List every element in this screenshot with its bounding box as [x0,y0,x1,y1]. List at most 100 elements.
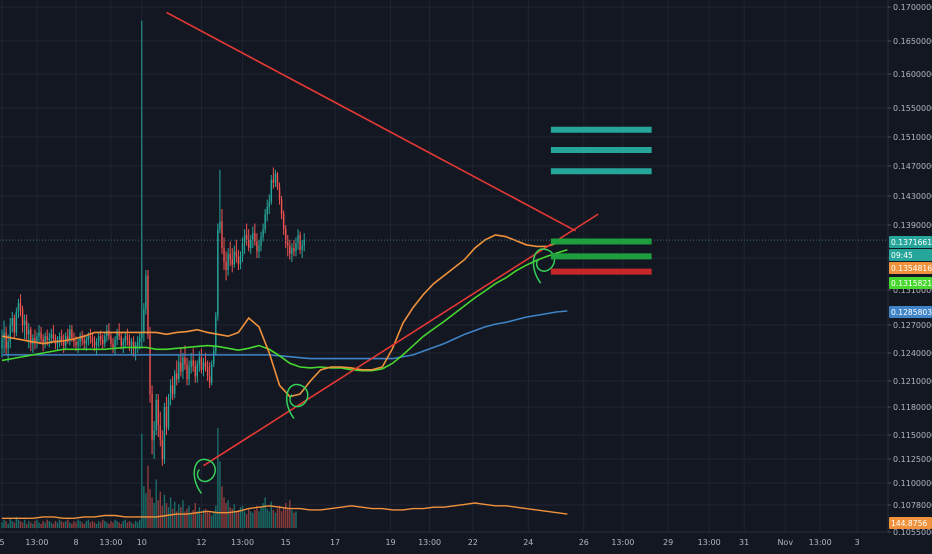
volume-bar [188,505,190,528]
price-axis-label: 0.14300000 [893,192,932,201]
volume-bar [227,500,229,528]
candle-body [141,332,143,339]
price-axis-label: 0.13100000 [893,286,932,295]
volume-bar [87,519,90,528]
volume-bar [97,521,100,528]
candle-body [136,341,139,346]
candle-body [85,339,88,344]
volume-bar [46,519,48,528]
candle-body [120,336,122,346]
volume-bar [190,512,192,528]
volume-bar [217,428,219,528]
volume-bar [276,508,279,528]
volume-bar [17,519,20,528]
time-axis-label: Nov [777,538,793,547]
volume-bar [178,504,180,528]
candle-body [289,245,291,254]
time-axis-label: 15 [281,538,291,547]
candle-body [276,173,279,187]
volume-bar [291,509,293,528]
candle-body [157,400,159,426]
volume-bar [106,522,108,528]
time-axis-label: 19 [385,538,395,547]
candle-body [295,243,297,252]
candle-body [176,373,178,380]
time-axis-label: 12 [196,538,206,547]
volume-bar [114,519,116,528]
candle-body [262,229,264,237]
candle-body [221,221,223,249]
candle-body [34,338,36,342]
candle-body [60,336,63,342]
volume-bar [192,509,194,528]
candle-body [67,336,69,340]
volume-bar [180,507,182,528]
volume-bar [132,523,135,528]
candle-body [118,332,120,337]
price-axis-panel [888,0,932,550]
time-axis-label: 13:00 [418,538,441,547]
price-badge [889,262,932,274]
candle-body [44,336,46,344]
candle-body [178,362,180,380]
candle-body [7,341,9,349]
candle-body [192,360,194,367]
candle-body [81,336,83,340]
price-axis-label: 0.15500000 [893,104,932,113]
volume-bar [5,521,7,528]
volume-bar [256,505,258,528]
candle-body [52,334,55,339]
candle-body [42,339,44,344]
volume-bar [243,511,246,528]
time-axis-label: 24 [523,538,533,547]
candle-body [130,341,133,346]
volume-bar [95,523,98,528]
candle-body [299,234,301,250]
ma-short-line [1,234,568,398]
time-axis-label: 31 [739,538,749,547]
volume-bar [186,508,188,528]
volume-bar [104,521,106,528]
price-axis-label: 0.12100000 [893,377,932,386]
candle-body [62,341,65,346]
time-axis-label: 17 [330,538,340,547]
candle-body [106,330,108,337]
candle-body [159,425,162,440]
candle-body [165,407,168,428]
volume-bar [54,521,57,528]
candle-body [291,248,293,254]
candle-body [204,362,207,367]
candle-body [268,201,270,207]
volume-bar [272,509,275,528]
volume-bar [110,521,112,528]
candle-body [231,259,233,265]
volume-bar [280,511,283,528]
price-axis-label: 0.11000000 [893,479,932,488]
candle-body [186,364,188,380]
candle-body [198,357,201,365]
candle-body [11,318,13,325]
volume-bar [141,433,143,528]
volume-bar [120,523,122,528]
volume-bar [38,522,40,528]
price-badge-label: 09:45 [891,251,913,260]
candle-body [247,239,250,249]
candle-body [139,338,141,342]
volume-ma-line [2,502,568,519]
volume-bar [219,461,221,528]
volume-bar [23,519,26,528]
price-badge-label: 0.12858036 [891,308,932,317]
candle-body [104,336,106,344]
touch-annotation-circle [532,248,556,284]
volume-bar [237,509,240,528]
price-badge-label: 0.13158212 [891,279,932,288]
candle-body [256,241,258,252]
candle-body [243,234,246,244]
candle-body [284,229,287,244]
candle-body [110,336,112,344]
volume-bar [282,507,285,528]
candle-body [194,366,196,377]
candle-body [95,341,98,346]
price-axis-label: 0.16000000 [893,70,932,79]
